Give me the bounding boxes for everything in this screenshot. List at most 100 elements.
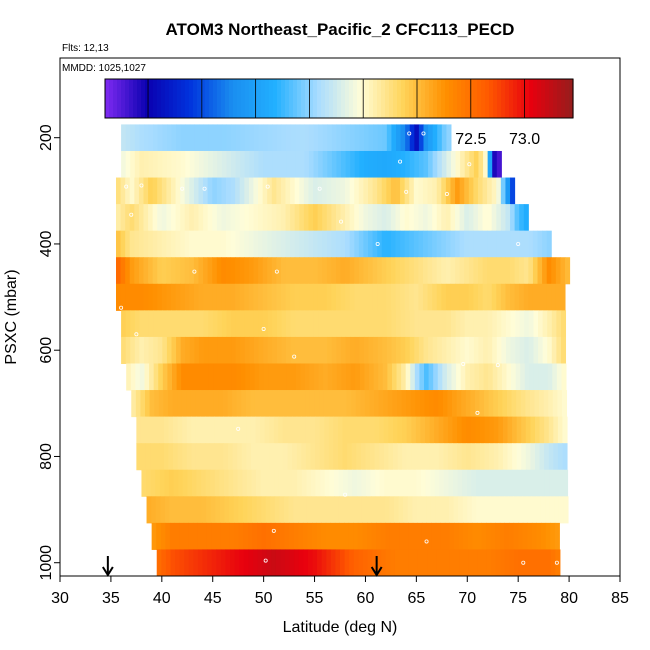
heatmap-cell [274,469,280,497]
heatmap-cell [221,204,227,232]
heatmap-cell [341,363,347,391]
heatmap-cell [299,177,305,205]
heatmap-cell [377,230,383,258]
heatmap-cell [446,336,452,364]
heatmap-cell [280,230,287,258]
heatmap-cell [297,496,303,524]
heatmap-cell [170,230,177,258]
heatmap-cell [151,522,157,550]
heatmap-cell [136,416,142,444]
heatmap-cell [423,150,429,179]
heatmap-cell [378,363,384,391]
heatmap-cell [174,522,180,550]
heatmap-cell [500,283,506,311]
heatmap-cell [175,230,181,258]
heatmap-cell [393,496,400,524]
heatmap-cell [345,124,351,152]
heatmap-cell [240,336,246,364]
heatmap-cell [161,549,167,577]
heatmap-cell [153,363,159,391]
heatmap-cell [395,230,401,258]
heatmap-cell [510,230,516,258]
sample-point [404,189,409,194]
heatmap-cell [125,230,131,258]
heatmap-cell [473,204,479,232]
heatmap-cell [250,443,256,471]
heatmap-cell [225,230,232,258]
heatmap-cell [129,204,135,232]
heatmap-cell [507,443,513,471]
heatmap-cell [281,150,287,179]
heatmap-cell [198,150,205,179]
heatmap-cell [472,549,478,577]
colorbar-swatch [217,79,222,118]
heatmap-cell [193,549,199,577]
heatmap-cell [473,150,479,179]
heatmap-cell [358,257,364,285]
colorbar-swatch [281,79,286,118]
sample-point [134,332,139,337]
heatmap-cell [198,257,204,285]
heatmap-cell [166,204,172,232]
heatmap-cell [430,469,436,497]
heatmap-cell [368,257,374,285]
heatmap-cell [399,549,405,577]
heatmap-cell [469,310,475,338]
heatmap-cell [244,257,250,285]
sample-point [119,305,124,310]
heatmap-cell [304,336,310,364]
colorbar-swatch [221,79,226,118]
colorbar-swatch [489,79,494,118]
heatmap-cell [400,257,406,285]
heatmap-cell [208,336,214,364]
heatmap-cell [418,283,424,311]
heatmap-cell [429,390,435,418]
heatmap-cell [488,390,494,418]
heatmap-cell [494,496,500,524]
heatmap-cell [432,150,438,179]
heatmap-cell [510,257,516,285]
heatmap-cell [144,150,150,179]
heatmap-cell [203,257,209,285]
heatmap-cell [299,336,305,364]
heatmap-cell [455,336,461,364]
heatmap-cell [351,390,357,418]
heatmap-cell [222,390,228,418]
colorbar-swatch [565,79,570,118]
heatmap-cell [561,390,568,418]
heatmap-cell [379,416,385,444]
heatmap-cell [409,204,415,232]
heatmap-cell [217,363,223,391]
heatmap-cell [298,522,304,550]
heatmap-cell [515,363,521,391]
heatmap-cell [341,124,347,152]
heatmap-cell [450,310,457,338]
heatmap-cell [287,390,293,418]
heatmap-cell [270,522,276,550]
heatmap-cell [286,336,292,364]
heatmap-cell [181,363,187,391]
heatmap-cell [241,390,247,418]
heatmap-cell [194,310,200,338]
x-tick-label: 55 [306,590,324,607]
heatmap-cell [317,204,323,232]
heatmap-cell [506,363,512,391]
heatmap-cell [424,363,430,391]
heatmap-cell [500,204,506,232]
heatmap-cell [145,416,151,444]
y-tick-label: 400 [38,231,55,258]
heatmap-cell [167,390,174,418]
heatmap-cell [295,150,301,179]
heatmap-cell [546,283,552,311]
heatmap-cell [292,443,298,471]
heatmap-cell [218,443,224,471]
heatmap-cell [478,336,484,364]
heatmap-cell [158,390,164,418]
heatmap-cell [504,522,510,550]
heatmap-cell [258,336,264,364]
heatmap-cell [432,177,438,205]
heatmap-cell [461,390,467,418]
heatmap-cell [262,549,268,577]
heatmap-cell [381,549,387,577]
heatmap-cell [144,363,150,391]
